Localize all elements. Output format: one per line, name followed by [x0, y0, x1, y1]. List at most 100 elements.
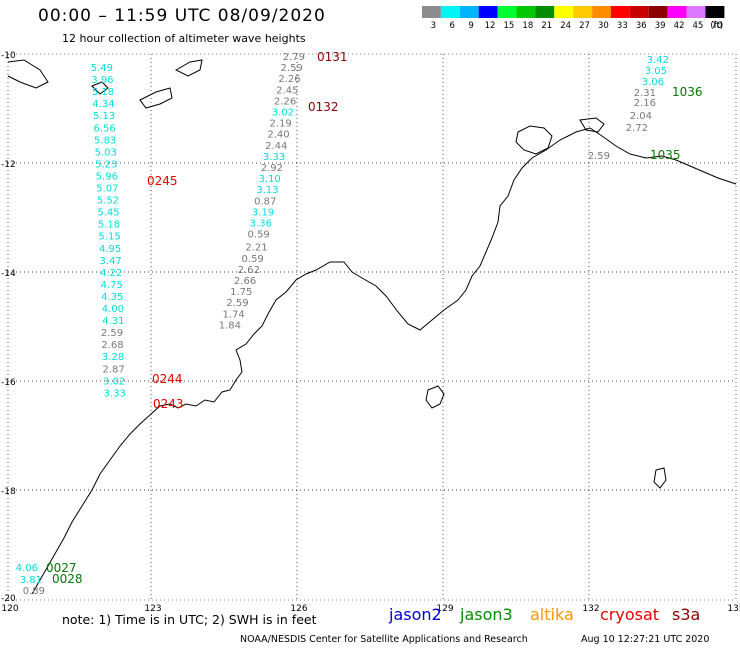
swh-value: 3.02	[272, 108, 294, 119]
swh-value: 2.26	[274, 96, 296, 107]
swh-value: 5.13	[93, 111, 115, 122]
mission-label-altika: altika	[530, 605, 574, 624]
credit: NOAA/NESDIS Center for Satellite Applica…	[240, 634, 528, 645]
timor-west	[7, 59, 49, 89]
island-north-1	[139, 87, 173, 109]
swh-value: 5.23	[95, 159, 117, 170]
lat-tick-label: -18	[1, 487, 16, 497]
lat-tick-label: -14	[1, 269, 16, 279]
pass-time-label: 0243	[153, 397, 184, 411]
swh-value: 2.59	[101, 328, 123, 339]
groote-eylandt	[425, 385, 445, 409]
swh-value: 3.96	[91, 75, 113, 86]
legend-swatch	[516, 6, 536, 18]
swh-value: 3.10	[259, 174, 281, 185]
pass-time-label: 0028	[52, 572, 83, 586]
island-north-3	[91, 81, 109, 95]
swh-value: 1.84	[219, 320, 241, 331]
swh-value: 3.02	[103, 376, 125, 387]
swh-value: 2.68	[101, 340, 123, 351]
swh-value: 3.36	[250, 219, 272, 230]
swh-value: 5.96	[96, 171, 118, 182]
swh-value: 5.07	[96, 184, 118, 195]
legend-unit: (ft)	[710, 21, 723, 31]
swh-value: 0.59	[242, 254, 264, 265]
legend-tick-label: 27	[579, 21, 590, 31]
legend-tick-label: 15	[504, 21, 515, 31]
legend-swatch	[648, 6, 668, 18]
pass-time-label: 0244	[152, 372, 183, 386]
swh-value: 2.66	[234, 276, 256, 287]
lat-tick-label: -20	[1, 594, 16, 604]
legend-swatch	[629, 6, 649, 18]
swh-value: 4.34	[92, 99, 114, 110]
timestamp: Aug 10 12:27:21 UTC 2020	[581, 634, 710, 645]
swh-value: 2.44	[265, 141, 287, 152]
swh-value: 5.52	[97, 196, 119, 207]
legend-swatch	[705, 6, 725, 18]
swh-value: 2.19	[270, 119, 292, 130]
legend-tick-label: 24	[560, 21, 571, 31]
swh-value: 3.33	[104, 388, 126, 399]
swh-value: 0.89	[23, 586, 45, 597]
legend-tick-label: 12	[485, 21, 496, 31]
mission-label-jason3: jason3	[460, 605, 513, 624]
swh-value: 6.56	[93, 123, 115, 134]
swh-value: 1.75	[230, 287, 252, 298]
swh-value: 1.74	[223, 309, 245, 320]
island-north-2	[174, 59, 203, 77]
swh-value: 5.49	[91, 63, 113, 74]
coastline-northwest-australia	[31, 413, 152, 595]
swh-value: 3.47	[100, 256, 122, 267]
swh-value: 3.05	[645, 66, 667, 77]
swh-value: 2.87	[102, 364, 124, 375]
swh-value: 4.06	[16, 563, 38, 574]
page-subtitle: 12 hour collection of altimeter wave hei…	[62, 32, 306, 45]
legend-swatch	[554, 6, 574, 18]
swh-value: 4.22	[100, 268, 122, 279]
lon-tick-label: 123	[144, 604, 161, 614]
tiwi-islands	[515, 125, 553, 155]
lon-tick-label: 132	[582, 604, 599, 614]
swh-value: 2.40	[267, 130, 289, 141]
swh-value: 2.26	[278, 74, 300, 85]
legend-tick-label: 45	[693, 21, 704, 31]
swh-value: 5.03	[95, 147, 117, 158]
lat-tick-label: -16	[1, 378, 16, 388]
swh-value: 2.59	[226, 298, 248, 309]
legend-swatch	[422, 6, 441, 18]
swh-value: 2.16	[634, 98, 656, 109]
swh-value: 3.19	[252, 207, 274, 218]
legend-swatch	[686, 6, 706, 18]
axis-labels: 120 123 126 129 132 135 -10 -12 -14 -16 -18 -20	[1, 51, 740, 614]
lat-tick-label: -12	[1, 160, 16, 170]
graticule	[8, 54, 736, 600]
pass-time-label: 1036	[672, 85, 703, 99]
legend-tick-label: 36	[636, 21, 647, 31]
pass-time-label: 1035	[650, 148, 681, 162]
mission-label-s3a: s3a	[672, 605, 701, 624]
swh-value: 4.35	[101, 292, 123, 303]
legend-swatch	[573, 6, 593, 18]
swh-color-legend: 3 6 9 12 15 18 21 24 27 30 33 36 39 42 45 70(ft)	[422, 6, 725, 31]
legend-swatch	[611, 6, 630, 18]
swh-value: 2.04	[630, 111, 652, 122]
swh-value: 2.62	[238, 265, 260, 276]
swh-value: 3.33	[263, 152, 285, 163]
legend-swatch	[478, 6, 498, 18]
legend-swatch	[459, 6, 479, 18]
mission-label-jason2: jason2	[389, 605, 442, 624]
swh-value: 0.87	[254, 196, 276, 207]
legend-tick-label: 9	[468, 21, 473, 31]
legend-tick-label: 3	[431, 21, 436, 31]
legend-tick-label: 21	[541, 21, 552, 31]
swh-value: 2.59	[281, 63, 303, 74]
lon-tick-label: 126	[290, 604, 307, 614]
swh-value: 4.00	[102, 304, 124, 315]
lon-tick-label: 129	[436, 604, 453, 614]
pass-time-label: 0131	[317, 50, 348, 64]
legend-tick-label: 33	[617, 21, 628, 31]
lat-tick-label: -10	[1, 51, 16, 61]
swh-value: 2.21	[245, 243, 267, 254]
coastline	[7, 59, 737, 595]
